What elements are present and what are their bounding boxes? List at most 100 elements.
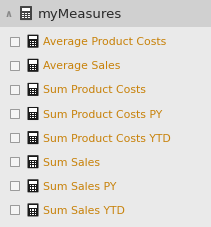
Bar — [32, 66, 34, 67]
Bar — [30, 214, 31, 215]
Bar — [22, 18, 24, 19]
Bar — [0, 102, 211, 126]
FancyBboxPatch shape — [27, 35, 38, 49]
Bar — [25, 18, 27, 19]
Bar — [32, 142, 34, 143]
Bar — [0, 30, 211, 54]
Bar — [32, 166, 34, 167]
Bar — [35, 44, 37, 45]
Bar — [35, 166, 37, 167]
Bar — [30, 70, 31, 71]
Bar — [0, 78, 211, 102]
Bar — [30, 94, 31, 95]
Bar — [32, 140, 34, 141]
Bar — [29, 157, 37, 160]
Bar — [32, 118, 34, 119]
Bar — [32, 185, 34, 187]
Text: Sum Sales PY: Sum Sales PY — [43, 181, 116, 191]
Bar — [35, 214, 37, 215]
Bar — [32, 42, 34, 43]
Bar — [32, 161, 34, 163]
Bar — [35, 140, 37, 141]
Bar — [22, 13, 24, 15]
Bar — [35, 212, 37, 213]
Text: Sum Product Costs: Sum Product Costs — [43, 85, 146, 95]
FancyBboxPatch shape — [27, 155, 38, 168]
Bar — [32, 94, 34, 95]
Bar — [30, 166, 31, 167]
Bar — [30, 185, 31, 187]
Bar — [30, 42, 31, 43]
FancyBboxPatch shape — [27, 203, 38, 217]
Bar — [32, 212, 34, 213]
Bar — [25, 16, 27, 17]
Bar — [35, 114, 37, 115]
Bar — [30, 89, 31, 91]
Bar — [35, 66, 37, 67]
Bar — [32, 91, 34, 93]
FancyBboxPatch shape — [27, 108, 38, 121]
Bar — [9, 133, 19, 143]
FancyBboxPatch shape — [27, 84, 38, 96]
Bar — [30, 188, 31, 189]
Bar — [35, 70, 37, 71]
Bar — [30, 190, 31, 191]
Bar — [22, 16, 24, 17]
Bar — [35, 116, 37, 117]
Bar — [32, 44, 34, 45]
Bar — [35, 164, 37, 165]
Bar — [9, 205, 19, 215]
Bar — [29, 181, 37, 184]
Bar — [32, 89, 34, 91]
Bar — [30, 68, 31, 69]
Bar — [29, 61, 37, 64]
Text: Sum Sales YTD: Sum Sales YTD — [43, 205, 125, 215]
Bar — [32, 114, 34, 115]
Bar — [29, 133, 37, 136]
Bar — [0, 126, 211, 150]
Text: myMeasures: myMeasures — [38, 7, 122, 20]
Bar — [35, 46, 37, 47]
Bar — [30, 116, 31, 117]
Bar — [35, 89, 37, 91]
FancyBboxPatch shape — [27, 180, 38, 192]
Bar — [9, 109, 19, 118]
Bar — [9, 86, 19, 94]
Bar — [35, 91, 37, 93]
Bar — [30, 44, 31, 45]
Bar — [30, 212, 31, 213]
Bar — [28, 13, 30, 15]
Bar — [30, 114, 31, 115]
Bar — [28, 18, 30, 19]
Bar — [29, 85, 37, 88]
Bar — [30, 91, 31, 93]
Bar — [35, 161, 37, 163]
Bar — [25, 13, 27, 15]
Bar — [35, 42, 37, 43]
Bar — [30, 164, 31, 165]
Bar — [29, 205, 37, 208]
Text: ∧: ∧ — [4, 9, 12, 19]
Bar — [30, 138, 31, 139]
Bar — [29, 109, 37, 112]
Bar — [32, 214, 34, 215]
Text: Sum Product Costs PY: Sum Product Costs PY — [43, 109, 162, 119]
Bar — [9, 62, 19, 71]
Bar — [35, 142, 37, 143]
Bar — [32, 70, 34, 71]
Bar — [32, 190, 34, 191]
Bar — [35, 210, 37, 211]
Bar — [32, 210, 34, 211]
Bar — [32, 46, 34, 47]
Text: Average Product Costs: Average Product Costs — [43, 37, 166, 47]
Bar — [35, 94, 37, 95]
FancyBboxPatch shape — [20, 7, 32, 21]
Bar — [29, 37, 37, 40]
Bar — [32, 68, 34, 69]
Bar — [35, 185, 37, 187]
Bar — [9, 37, 19, 47]
Bar — [35, 118, 37, 119]
Bar — [35, 68, 37, 69]
Bar — [30, 46, 31, 47]
Bar — [0, 0, 211, 28]
